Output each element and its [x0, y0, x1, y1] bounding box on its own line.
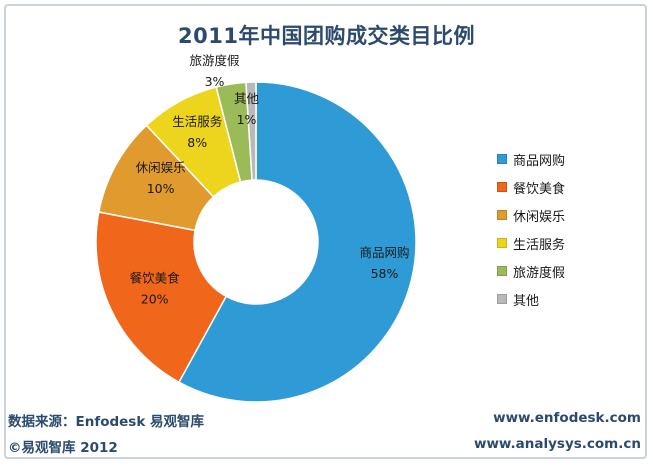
legend-item: 休闲娱乐: [497, 201, 565, 229]
legend-label: 旅游度假: [513, 265, 566, 281]
legend-label: 商品网购: [513, 153, 566, 169]
legend-label: 餐饮美食: [513, 181, 566, 197]
legend: 商品网购 餐饮美食 休闲娱乐 生活服务 旅游度假 其他: [497, 145, 565, 313]
copyright-note: ©易观智库 2012: [8, 440, 118, 456]
legend-label: 休闲娱乐: [513, 209, 566, 225]
source-note: 数据来源：Enfodesk 易观智库: [8, 414, 205, 430]
slice-category-label: 旅游度假: [190, 53, 241, 68]
legend-item: 商品网购: [497, 145, 565, 173]
labels-group: 商品网购 58% 餐饮美食 20% 休闲娱乐 10% 生活服务 8% 旅游度假 3% 其他 1%: [130, 53, 410, 307]
slice-percent-label: 3%: [205, 74, 225, 89]
legend-label: 生活服务: [513, 237, 566, 253]
slice-percent-label: 58%: [371, 266, 399, 281]
legend-swatch: [497, 210, 507, 220]
slice-2: [95, 211, 228, 384]
slice-percent-label: 1%: [237, 112, 257, 127]
legend-swatch: [497, 294, 507, 304]
slices-group: [95, 81, 417, 403]
legend-swatch: [497, 154, 507, 164]
slice-category-label: 餐饮美食: [130, 271, 181, 286]
website-link-analysys[interactable]: www.analysys.com.cn: [473, 436, 641, 452]
legend-item: 旅游度假: [497, 257, 565, 285]
slice-category-label: 其他: [234, 91, 260, 106]
slice-1: [177, 81, 417, 403]
legend-item: 生活服务: [497, 229, 565, 257]
legend-swatch: [497, 266, 507, 276]
legend-swatch: [497, 182, 507, 192]
legend-item: 餐饮美食: [497, 173, 565, 201]
legend-label: 其他: [513, 293, 540, 309]
slice-category-label: 商品网购: [359, 245, 409, 260]
slice-category-label: 生活服务: [172, 114, 222, 129]
slice-6: [245, 81, 257, 181]
slice-percent-label: 10%: [147, 181, 175, 196]
slice-percent-label: 8%: [187, 135, 207, 150]
slice-percent-label: 20%: [141, 292, 169, 307]
legend-item: 其他: [497, 285, 565, 313]
chart-title: 2011年中国团购成交类目比例: [178, 24, 475, 48]
slice-category-label: 休闲娱乐: [136, 160, 186, 175]
website-link-enfodesk[interactable]: www.enfodesk.com: [493, 410, 641, 426]
legend-swatch: [497, 238, 507, 248]
